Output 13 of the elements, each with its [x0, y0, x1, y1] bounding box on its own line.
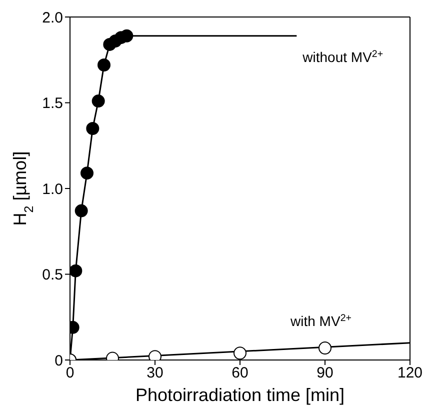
x-tick-label: 120: [397, 364, 423, 382]
x-tick-label: 90: [316, 364, 334, 382]
y-tick-label: 0.5: [42, 266, 63, 284]
y-tick-label: 2.0: [42, 9, 63, 26]
x-tick-label: 30: [146, 364, 164, 382]
x-tick-label: 0: [66, 364, 74, 382]
y-tick-label: 0: [54, 352, 63, 370]
x-tick-label: 60: [232, 364, 248, 382]
y-tick-label: 1.0: [42, 180, 63, 198]
y-tick-label: 1.5: [42, 95, 63, 112]
series-label: with MV$^{2+}$: [290, 312, 352, 329]
series-label: without MV$^{2+}$: [302, 48, 384, 65]
x-axis-title: Photoirradiation time [min]: [135, 385, 345, 405]
